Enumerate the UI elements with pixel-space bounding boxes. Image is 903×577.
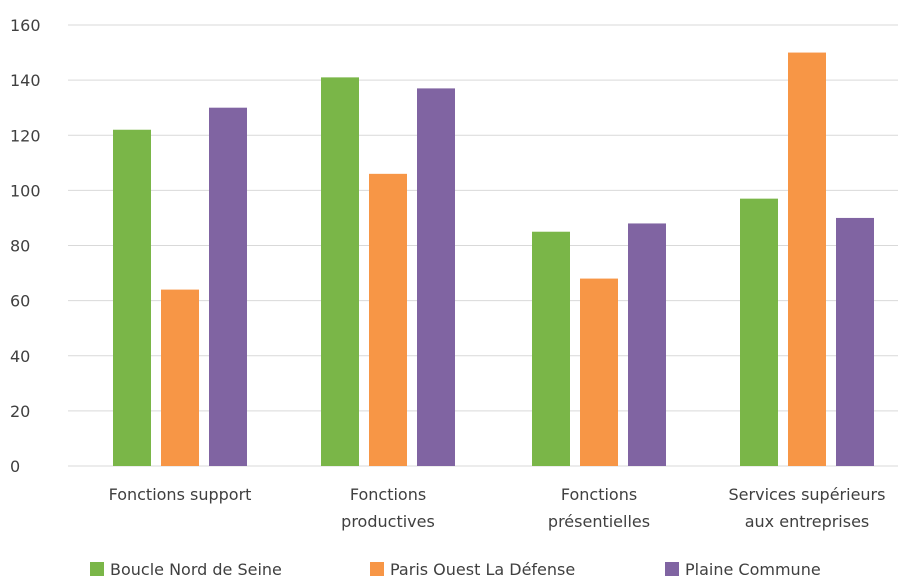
x-category-label: Fonctions support: [109, 485, 252, 504]
y-tick-label: 20: [10, 402, 30, 421]
bar-paris-ouest-la-d-fense-1: [369, 173, 407, 466]
bar-boucle-nord-de-seine-0: [113, 129, 151, 467]
y-tick-label: 140: [10, 71, 41, 90]
y-tick-label: 120: [10, 126, 41, 145]
y-tick-label: 0: [10, 457, 20, 476]
bar-paris-ouest-la-d-fense-3: [788, 52, 826, 466]
bar-plaine-commune-1: [417, 88, 455, 467]
y-tick-label: 40: [10, 347, 30, 366]
bars: [113, 52, 874, 467]
bar-paris-ouest-la-d-fense-0: [161, 289, 199, 466]
legend-label: Paris Ouest La Défense: [390, 560, 575, 577]
gridlines: [68, 24, 898, 467]
x-axis-category-labels: Fonctions support Fonctions productives Fon…: [109, 485, 886, 531]
legend-swatch: [90, 562, 104, 576]
bar-boucle-nord-de-seine-2: [532, 231, 570, 466]
legend-swatch: [370, 562, 384, 576]
bar-boucle-nord-de-seine-1: [321, 77, 359, 467]
y-axis-ticks: 0 20 40 60 80 100 120 140 160: [10, 16, 41, 476]
legend-label: Plaine Commune: [685, 560, 821, 577]
legend-swatch: [665, 562, 679, 576]
bar-paris-ouest-la-d-fense-2: [580, 278, 618, 466]
x-category-label: Fonctions présentielles: [548, 485, 650, 531]
bar-plaine-commune-2: [628, 223, 666, 466]
bar-plaine-commune-3: [836, 217, 874, 466]
y-tick-label: 80: [10, 237, 30, 256]
bar-boucle-nord-de-seine-3: [740, 198, 778, 467]
legend-label: Boucle Nord de Seine: [110, 560, 282, 577]
y-tick-label: 160: [10, 16, 41, 35]
y-tick-label: 100: [10, 181, 41, 200]
x-category-label: Services supérieurs aux entreprises: [729, 485, 886, 531]
x-category-label: Fonctions productives: [341, 485, 435, 531]
y-tick-label: 60: [10, 292, 30, 311]
legend: Boucle Nord de Seine Paris Ouest La Défen…: [90, 560, 821, 577]
bar-plaine-commune-0: [209, 107, 247, 466]
